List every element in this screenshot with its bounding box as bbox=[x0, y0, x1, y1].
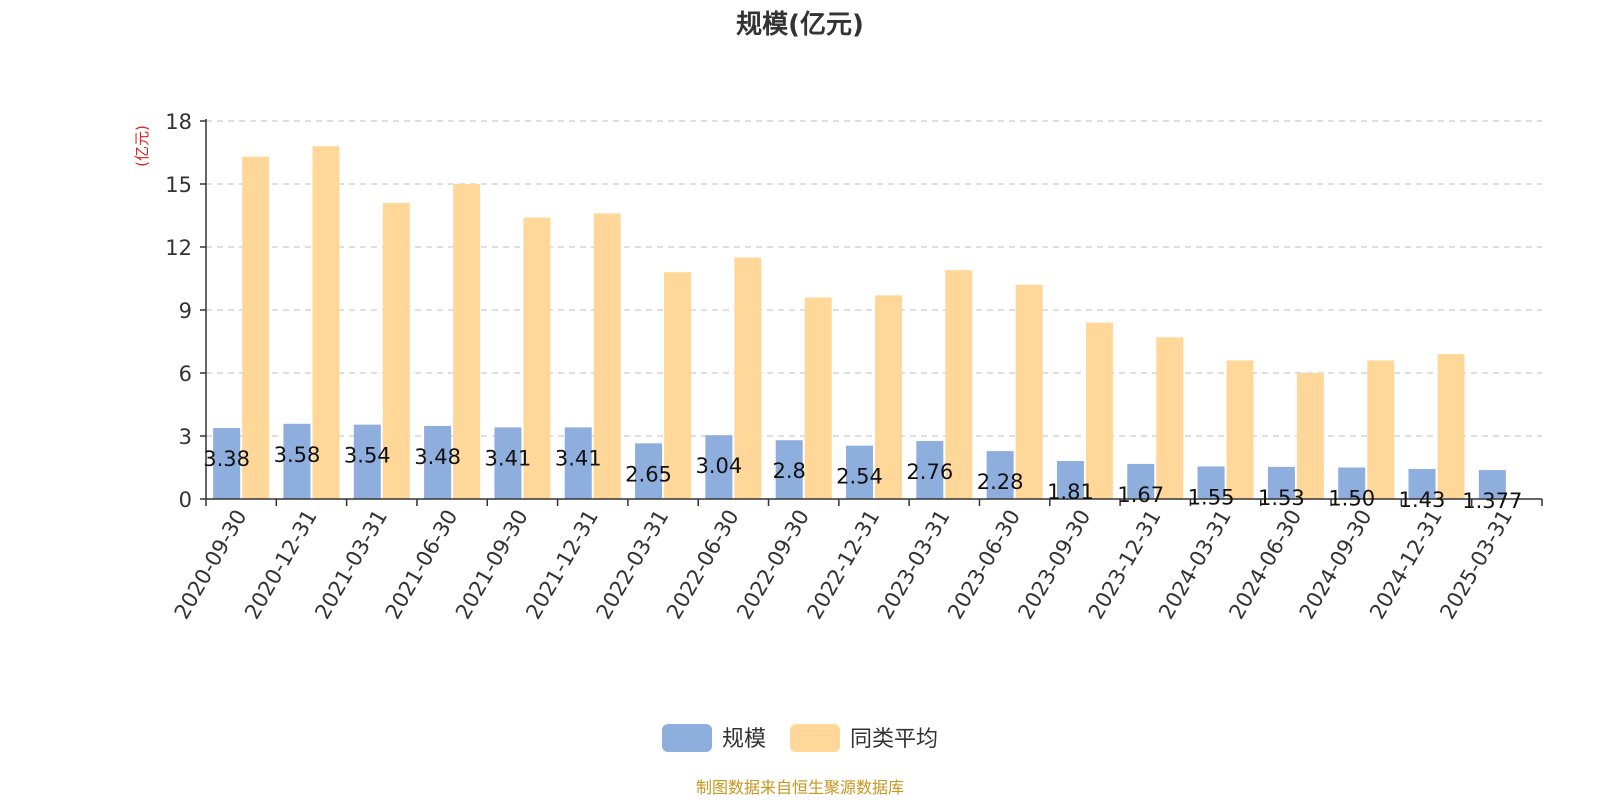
data-label-scale: 1.55 bbox=[1188, 485, 1235, 509]
legend-swatch-peer-average bbox=[790, 724, 840, 752]
bar-scale bbox=[1056, 460, 1084, 499]
bar-peer-average bbox=[875, 295, 902, 499]
bar-peer-average bbox=[382, 202, 410, 499]
bar-peer-average bbox=[734, 257, 762, 499]
bar-scale bbox=[1127, 463, 1155, 499]
data-label-scale: 1.43 bbox=[1399, 488, 1446, 512]
x-tick-label: 2023-09-30 bbox=[1013, 506, 1095, 624]
data-label-scale: 2.76 bbox=[906, 460, 953, 484]
y-tick-label: 9 bbox=[179, 299, 192, 323]
x-tick-label: 2020-12-31 bbox=[240, 506, 322, 624]
legend-label-peer-average: 同类平均 bbox=[850, 727, 938, 752]
x-tick-label: 2022-03-31 bbox=[592, 506, 674, 624]
data-label-scale: 1.50 bbox=[1328, 487, 1375, 511]
data-label-scale: 1.67 bbox=[1117, 483, 1164, 507]
legend-item-peer-average[interactable]: 同类平均 bbox=[790, 724, 938, 752]
bar-scale bbox=[213, 428, 241, 499]
bar-scale bbox=[564, 427, 592, 499]
data-label-scale: 3.58 bbox=[274, 443, 321, 467]
bar-peer-average bbox=[453, 184, 481, 499]
data-labels: 3.38 3.58 3.54 3.48 3.41 3.41 2.65 3.04 2.8 2.54 2… bbox=[203, 443, 1522, 513]
bar-scale bbox=[1197, 466, 1225, 499]
y-tick-label: 6 bbox=[179, 362, 192, 386]
data-label-scale: 3.41 bbox=[485, 446, 532, 470]
legend[interactable]: 规模 同类平均 bbox=[662, 724, 938, 752]
bar-peer-average bbox=[1085, 322, 1113, 499]
bar-scale bbox=[1267, 466, 1295, 499]
data-label-scale: 3.38 bbox=[203, 447, 250, 471]
bar-scale bbox=[1408, 468, 1436, 499]
x-tick-label: 2021-03-31 bbox=[310, 506, 392, 624]
data-label-scale: 1.53 bbox=[1258, 486, 1305, 510]
bar-scale bbox=[494, 427, 522, 499]
bar-peer-average bbox=[593, 213, 621, 499]
y-axis-label: (亿元) bbox=[133, 125, 151, 167]
bar-peer-average bbox=[1226, 360, 1254, 499]
bar-scale bbox=[916, 441, 944, 499]
y-tick-label: 18 bbox=[165, 110, 192, 134]
bar-peer-average bbox=[523, 217, 551, 499]
data-label-scale: 3.04 bbox=[695, 454, 742, 478]
bar-peer-average bbox=[312, 146, 340, 499]
data-label-scale: 1.377 bbox=[1462, 489, 1522, 513]
x-tick-label: 2022-06-30 bbox=[662, 506, 744, 624]
data-label-scale: 3.48 bbox=[414, 445, 461, 469]
bars bbox=[213, 146, 1506, 499]
bar-scale bbox=[705, 435, 733, 499]
bar-peer-average bbox=[1156, 337, 1184, 499]
x-tick-label: 2023-03-31 bbox=[873, 506, 955, 624]
data-label-scale: 2.54 bbox=[836, 465, 883, 489]
y-tick-label: 15 bbox=[165, 173, 192, 197]
bar-scale bbox=[986, 451, 1014, 499]
y-tick-label: 12 bbox=[165, 236, 192, 260]
y-tick-label: 3 bbox=[179, 425, 192, 449]
x-tick-label: 2023-12-31 bbox=[1084, 506, 1166, 624]
data-label-scale: 3.54 bbox=[344, 444, 391, 468]
bar-scale bbox=[424, 425, 452, 499]
x-tick-label: 2024-09-30 bbox=[1295, 506, 1377, 624]
x-tick-label: 2024-03-31 bbox=[1154, 506, 1236, 624]
x-tick-label: 2023-06-30 bbox=[943, 506, 1025, 624]
x-tick-label: 2022-12-31 bbox=[803, 506, 885, 624]
data-label-scale: 2.28 bbox=[977, 470, 1024, 494]
x-tick-label: 2021-09-30 bbox=[451, 506, 533, 624]
x-tick-label: 2021-12-31 bbox=[521, 506, 603, 624]
bar-scale bbox=[353, 424, 381, 499]
data-label-scale: 2.8 bbox=[772, 459, 805, 483]
x-tick-label: 2024-06-30 bbox=[1224, 506, 1306, 624]
data-label-scale: 3.41 bbox=[555, 446, 602, 470]
x-tick-label: 2022-09-30 bbox=[732, 506, 814, 624]
bar-peer-average bbox=[1296, 373, 1324, 499]
chart-title: 规模(亿元) bbox=[736, 10, 864, 40]
bar-scale bbox=[1478, 470, 1506, 499]
bar-peer-average bbox=[664, 272, 692, 499]
bar-peer-average bbox=[242, 156, 270, 499]
legend-swatch-scale bbox=[662, 724, 712, 752]
bar-peer-average bbox=[1015, 284, 1043, 499]
bar-scale bbox=[775, 440, 803, 499]
x-tick-label: 2024-12-31 bbox=[1365, 506, 1447, 624]
bar-scale bbox=[283, 423, 311, 499]
y-axis-ticks: 0 3 6 9 12 15 18 bbox=[165, 110, 206, 512]
x-tick-label: 2025-03-31 bbox=[1435, 506, 1517, 624]
bar-peer-average bbox=[804, 297, 832, 499]
data-label-scale: 2.65 bbox=[625, 462, 672, 486]
bar-scale bbox=[846, 445, 873, 499]
x-tick-label: 2021-06-30 bbox=[381, 505, 463, 623]
bar-scale bbox=[635, 443, 663, 499]
x-tick-label: 2020-09-30 bbox=[170, 506, 252, 624]
x-axis-ticks: 2020-09-302020-12-312021-03-312021-06-30… bbox=[170, 499, 1543, 624]
bar-peer-average bbox=[945, 270, 973, 499]
bar-peer-average bbox=[1367, 360, 1395, 499]
bar-scale bbox=[1338, 467, 1366, 499]
axes bbox=[205, 119, 1542, 500]
legend-label-scale: 规模 bbox=[722, 727, 766, 752]
legend-item-scale[interactable]: 规模 bbox=[662, 724, 766, 752]
source-note: 制图数据来自恒生聚源数据库 bbox=[696, 778, 904, 797]
data-label-scale: 1.81 bbox=[1047, 480, 1094, 504]
y-tick-label: 0 bbox=[179, 488, 192, 512]
bar-peer-average bbox=[1437, 354, 1465, 499]
